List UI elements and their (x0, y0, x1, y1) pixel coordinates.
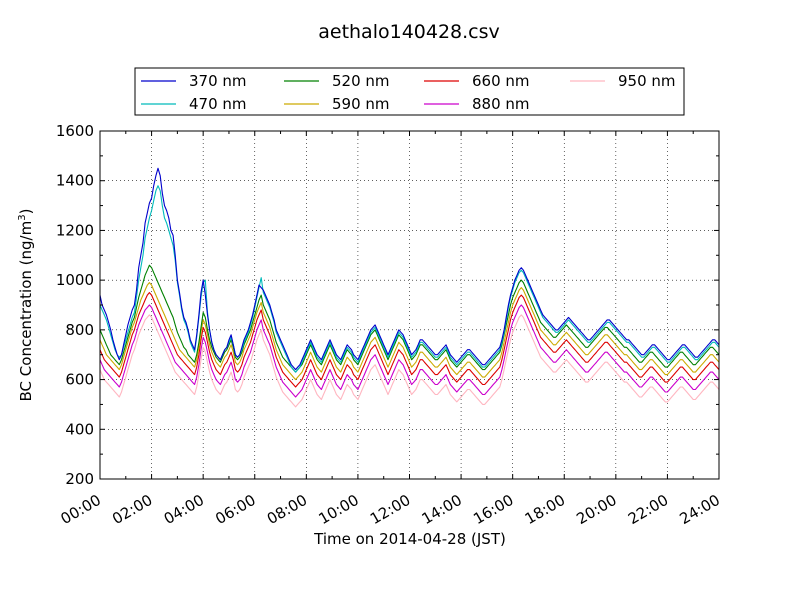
series-line (99, 304, 720, 398)
y-tick-label: 200 (65, 470, 94, 488)
legend-label: 470 nm (189, 95, 247, 113)
legend-label: 950 nm (618, 72, 676, 90)
y-tick-label: 1600 (56, 122, 94, 140)
y-axis-label-superscript: 3 (17, 214, 28, 220)
legend-label: 660 nm (472, 72, 530, 90)
legend-label: 880 nm (472, 95, 530, 113)
series-line (99, 282, 720, 381)
y-axis-label-close: ) (17, 209, 35, 215)
y-tick-label: 1200 (56, 221, 94, 239)
series-line (99, 292, 720, 388)
y-tick-label: 1000 (56, 271, 94, 289)
legend-label: 590 nm (332, 95, 390, 113)
series-group (99, 167, 720, 408)
y-tick-label: 600 (65, 371, 94, 389)
y-tick-label: 1400 (56, 172, 94, 190)
y-axis-label-main: BC Concentration (ng/m (17, 221, 35, 402)
legend-box (134, 67, 685, 116)
y-tick-label: 800 (65, 321, 94, 339)
series-line (99, 264, 720, 373)
y-tick-label: 400 (65, 420, 94, 438)
legend: 370 nm 470 nm 520 nm 590 nm 660 nm 880 nm 950 … (134, 67, 685, 116)
legend-label: 370 nm (189, 72, 247, 90)
series-line (99, 314, 720, 408)
chart-title: aethalo140428.csv (318, 21, 500, 43)
y-axis-label: BC Concentration (ng/m3) (17, 209, 35, 402)
series-line (99, 167, 720, 371)
y-tick-labels: 200 400 600 800 1000 1200 1400 1600 (56, 122, 94, 488)
legend-label: 520 nm (332, 72, 390, 90)
axis-ticks (99, 130, 720, 480)
x-axis-label: Time on 2014-04-28 (JST) (313, 530, 506, 548)
plot-area-background (100, 131, 719, 479)
